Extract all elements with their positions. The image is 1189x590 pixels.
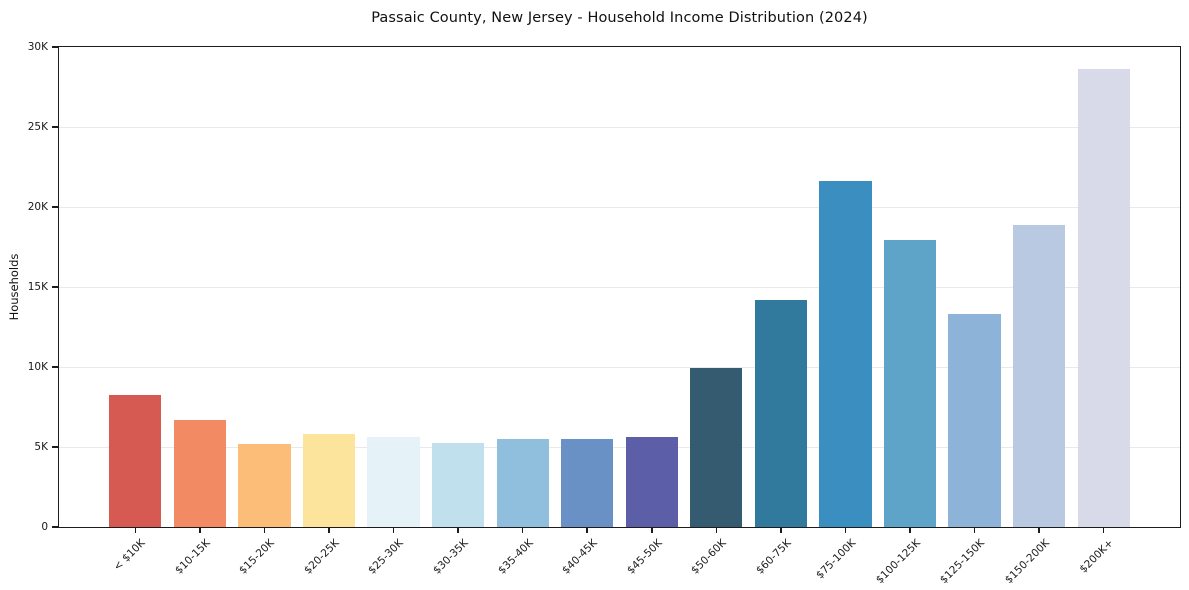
x-tick-mark: [1102, 528, 1105, 533]
y-tick-label: 30K: [27, 41, 48, 53]
x-tick-mark: [780, 528, 782, 533]
bar: [819, 180, 872, 527]
x-tick-mark: [973, 528, 976, 533]
x-tick-mark: [134, 528, 137, 533]
bar-slot: [490, 47, 555, 527]
bar: [561, 439, 614, 527]
bar: [302, 434, 356, 527]
bar: [1013, 225, 1066, 527]
bar: [238, 443, 291, 527]
bar-slot: [878, 47, 943, 527]
x-tick-mark: [199, 528, 201, 533]
bar-slot: [942, 47, 1007, 527]
bar: [625, 436, 678, 527]
x-tick-mark: [457, 528, 459, 533]
bar-slot: [1071, 47, 1136, 527]
bar-slot: [232, 47, 297, 527]
x-tick-mark: [909, 528, 911, 533]
x-tick-mark: [844, 528, 847, 533]
y-tick-mark: [52, 366, 58, 368]
bar-slot: [361, 47, 426, 527]
y-tick-label: 10K: [27, 361, 48, 373]
y-tick-mark: [52, 286, 58, 288]
bar: [883, 239, 937, 527]
plot-area: [58, 46, 1181, 528]
gridline: [59, 127, 1180, 128]
gridline: [59, 207, 1180, 208]
bar-slot: [813, 47, 878, 527]
gridline: [59, 287, 1180, 288]
y-tick-mark: [52, 446, 58, 448]
bar: [431, 443, 485, 527]
y-tick-label: 0: [41, 521, 48, 533]
x-tick-mark: [521, 528, 524, 533]
y-tick-label: 20K: [27, 201, 48, 213]
y-tick-mark: [52, 526, 58, 528]
bar: [367, 436, 420, 527]
x-tick-mark: [715, 528, 718, 533]
bar: [1077, 68, 1130, 527]
bar-slot: [103, 47, 168, 527]
x-tick-mark: [263, 528, 266, 533]
bar: [754, 299, 808, 527]
y-tick-label: 25K: [27, 121, 48, 133]
x-tick-mark: [651, 528, 653, 533]
bar-slot: [1007, 47, 1072, 527]
bar-slot: [620, 47, 685, 527]
y-tick-mark: [52, 206, 58, 208]
y-tick-label: 15K: [27, 281, 48, 293]
bar-slot: [297, 47, 362, 527]
x-tick-mark: [1038, 528, 1040, 533]
bar-slot: [684, 47, 749, 527]
bar-slot: [555, 47, 620, 527]
gridline: [59, 447, 1180, 448]
gridline: [59, 367, 1180, 368]
x-tick-mark: [392, 528, 395, 533]
x-tick-mark: [328, 528, 330, 533]
bar: [109, 395, 162, 527]
y-tick-label: 5K: [34, 441, 48, 453]
bar-slot: [426, 47, 491, 527]
y-tick-mark: [52, 126, 58, 128]
bars-layer: [59, 47, 1180, 527]
bar-slot: [168, 47, 233, 527]
chart-title: Passaic County, New Jersey - Household I…: [371, 10, 868, 26]
bar-slot: [749, 47, 814, 527]
bar: [948, 314, 1001, 527]
y-tick-mark: [52, 46, 58, 48]
bar: [496, 439, 549, 527]
bar: [173, 419, 226, 527]
x-tick-mark: [586, 528, 588, 533]
bar: [690, 367, 743, 527]
